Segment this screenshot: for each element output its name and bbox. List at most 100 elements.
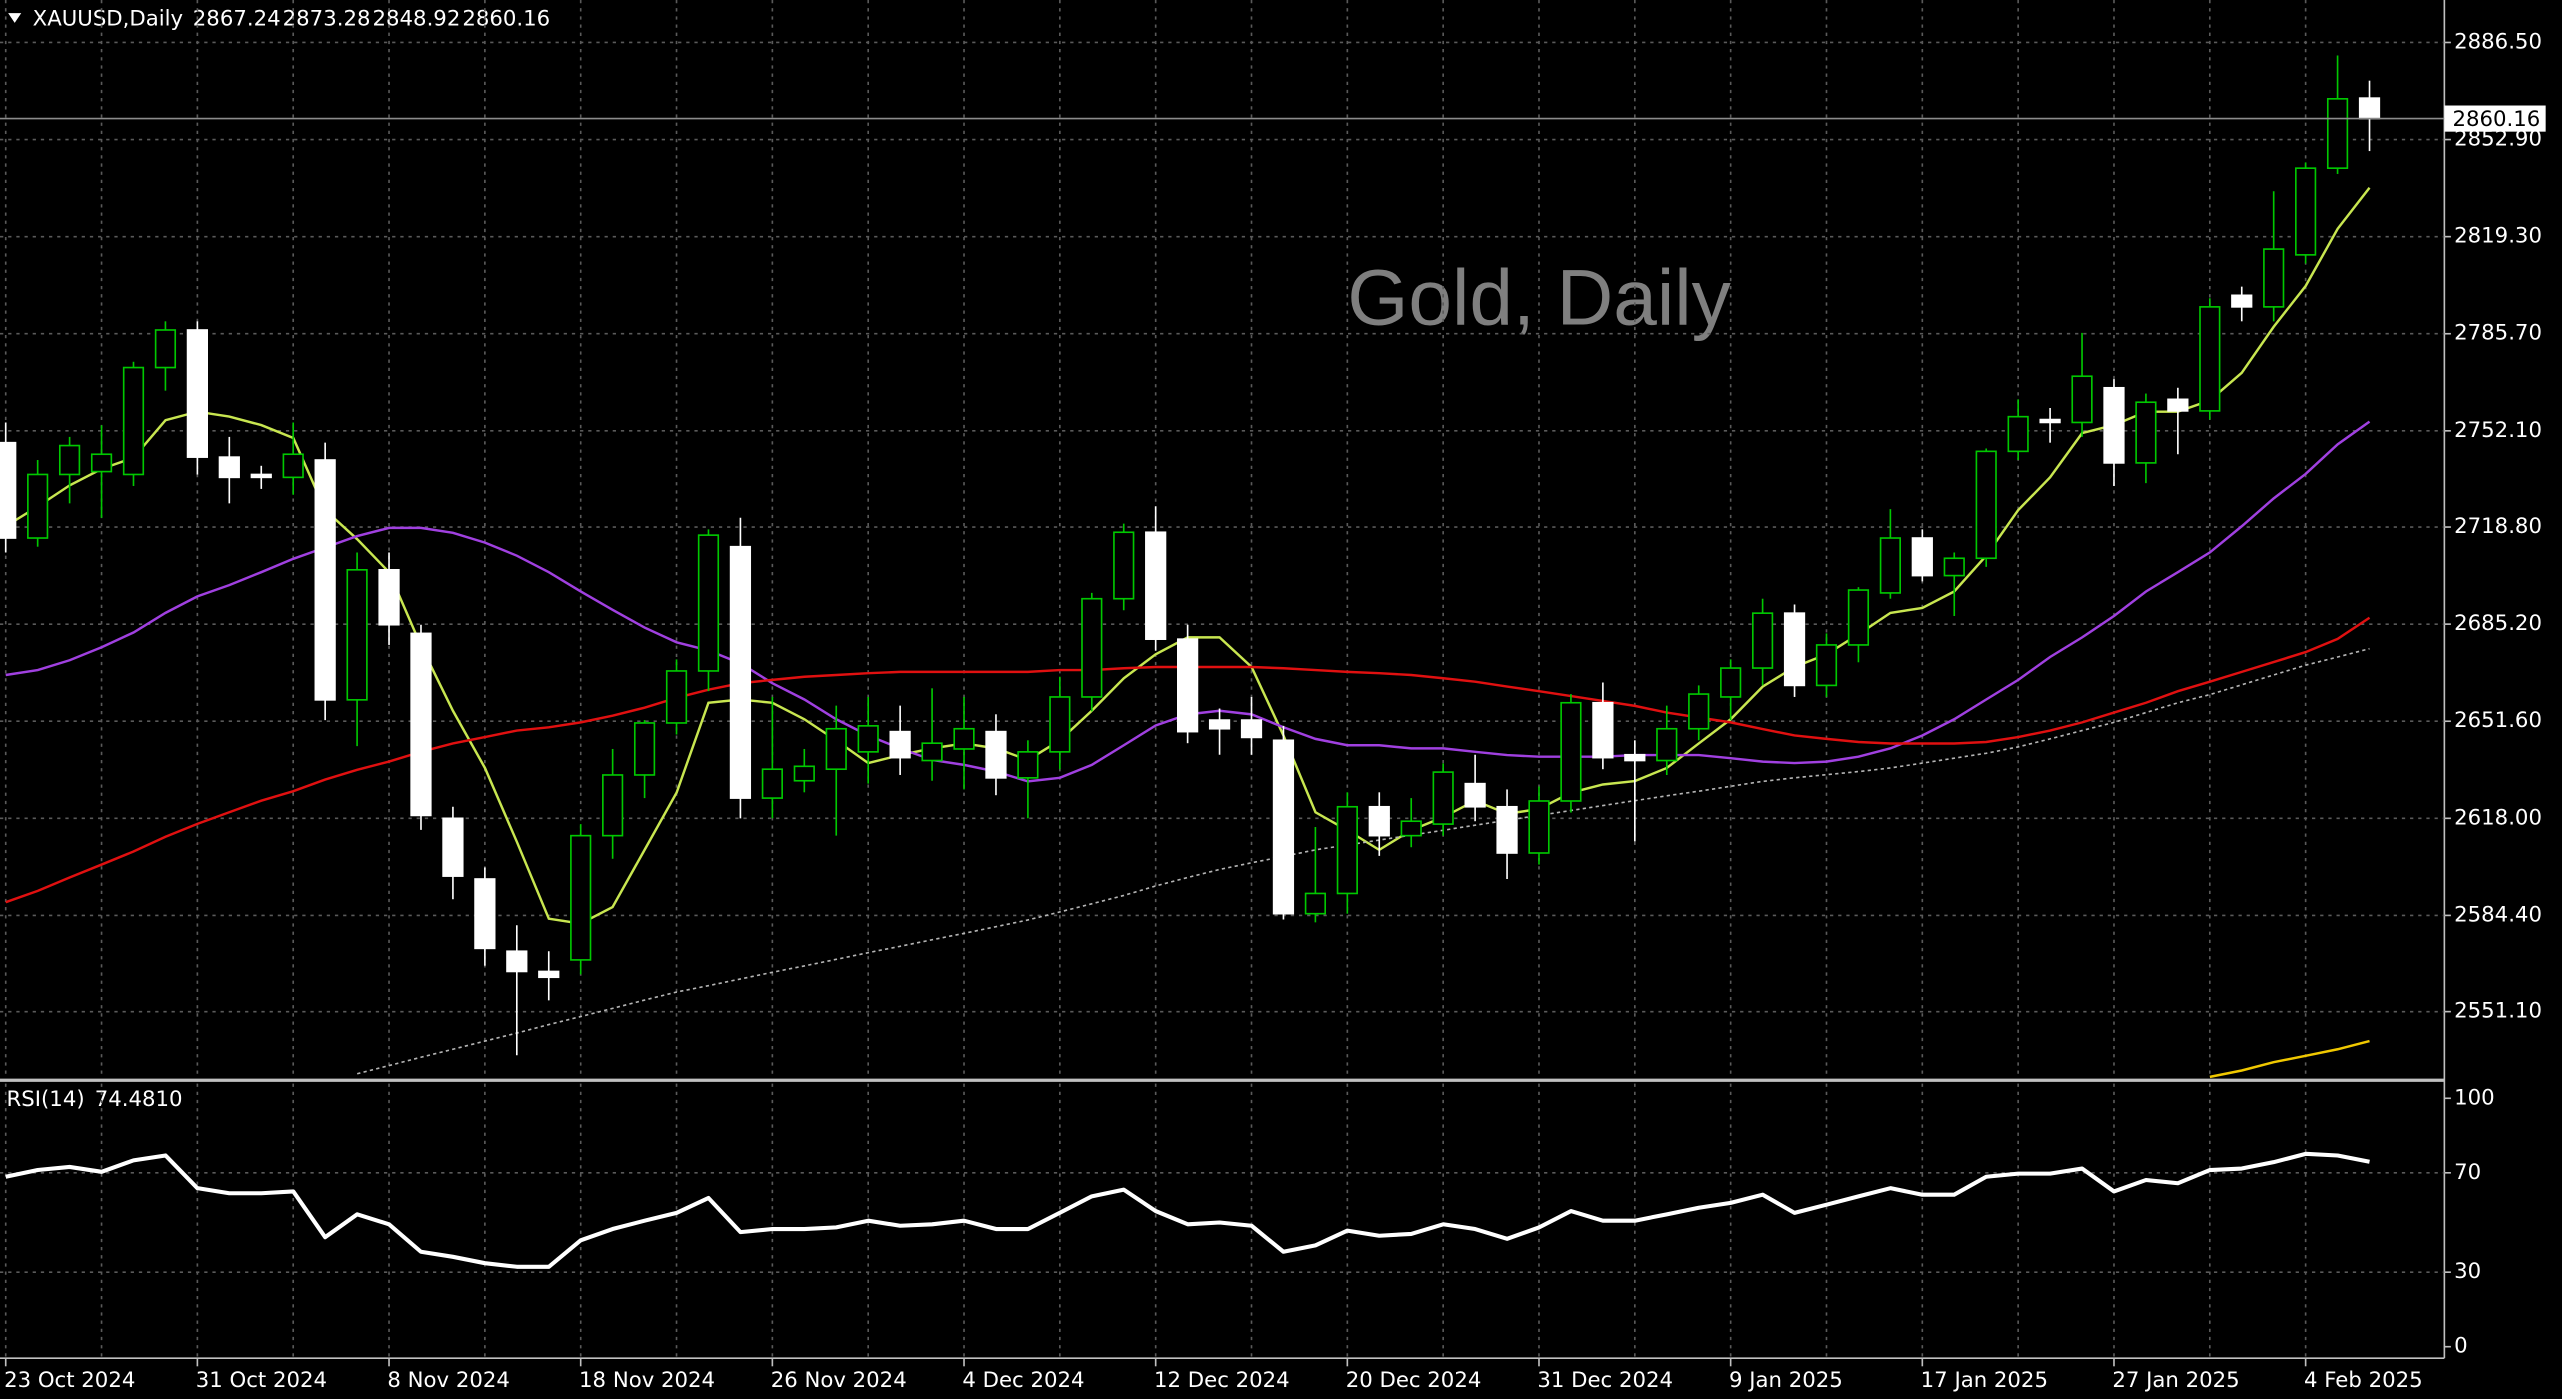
candle-body xyxy=(2135,401,2157,464)
x-tick-label: 23 Oct 2024 xyxy=(4,1368,135,1393)
candle-body xyxy=(602,774,624,837)
rsi-title: RSI(14) xyxy=(7,1087,85,1112)
candle-body xyxy=(218,456,240,479)
candle-body xyxy=(2167,398,2189,412)
candle-body xyxy=(889,730,911,759)
y-tick-label: 2785.70 xyxy=(2454,321,2542,346)
moving-average xyxy=(2209,1039,2370,1079)
rsi-tick-label: 30 xyxy=(2454,1259,2481,1284)
candle-body xyxy=(633,722,656,776)
y-tick-label: 2584.40 xyxy=(2454,902,2542,927)
candle-body xyxy=(2007,415,2029,453)
y-tick-label: 2551.10 xyxy=(2454,999,2542,1024)
candle-body xyxy=(1177,638,1199,733)
candle-body xyxy=(761,768,783,799)
x-tick-label: 26 Nov 2024 xyxy=(771,1368,907,1393)
candle-body xyxy=(2103,386,2125,464)
candle-body xyxy=(729,545,752,799)
candle-body xyxy=(186,329,208,458)
candle-body xyxy=(857,725,879,753)
x-tick-label: 27 Jan 2025 xyxy=(2112,1368,2239,1393)
x-tick-label: 20 Dec 2024 xyxy=(1346,1368,1482,1393)
candle-body xyxy=(1272,739,1295,915)
menu-triangle[interactable] xyxy=(8,13,22,23)
rsi-current: 74.4810 xyxy=(95,1087,183,1112)
low-label: 2848.92 xyxy=(373,7,461,32)
y-tick-label: 2651.60 xyxy=(2454,708,2542,733)
candle-body xyxy=(1720,667,1742,698)
candle-body xyxy=(1943,557,1965,577)
rsi-tick-label: 100 xyxy=(2454,1085,2495,1110)
y-tick-label: 2886.50 xyxy=(2454,29,2542,54)
candle-body xyxy=(314,459,336,701)
candle-body xyxy=(58,444,81,476)
candle-body xyxy=(1049,696,1071,753)
x-tick-label: 4 Feb 2025 xyxy=(2304,1368,2423,1393)
x-tick-label: 9 Jan 2025 xyxy=(1729,1368,1843,1393)
candle-body xyxy=(474,878,496,950)
candle-body xyxy=(1432,771,1454,825)
candle-body xyxy=(378,569,400,626)
candle-body xyxy=(27,473,49,539)
symbol-label: XAUUSD,Daily xyxy=(33,7,183,32)
candle-body xyxy=(250,473,272,479)
candle-body xyxy=(410,632,432,817)
candle-body xyxy=(122,366,145,476)
y-tick-label: 2718.80 xyxy=(2454,514,2542,539)
current-price-box xyxy=(2444,105,2546,132)
candle-body xyxy=(2326,98,2349,169)
candle-body xyxy=(953,727,975,750)
y-tick-label: 2685.20 xyxy=(2454,611,2542,636)
candle-body xyxy=(665,670,688,724)
candle-body xyxy=(346,569,368,701)
candle-body xyxy=(1208,719,1231,730)
candle-body xyxy=(921,742,943,762)
candle-body xyxy=(793,765,815,782)
candle-body xyxy=(697,534,720,672)
candle-body xyxy=(1464,782,1486,808)
y-tick-label: 2819.30 xyxy=(2454,224,2542,249)
candle-body xyxy=(1017,751,1039,779)
candle-body xyxy=(1528,800,1550,854)
rsi-tick-label: 0 xyxy=(2454,1334,2468,1359)
open-label: 2867.24 xyxy=(193,7,281,32)
candle-body xyxy=(1081,597,1103,698)
current-price-label: 2860.16 xyxy=(2453,107,2541,132)
candle-body xyxy=(1815,644,1838,687)
candle-body xyxy=(442,817,464,877)
candle-body xyxy=(1240,719,1263,739)
close-label: 2860.16 xyxy=(462,7,550,32)
candle-body xyxy=(1496,805,1518,854)
y-tick-label: 2752.10 xyxy=(2454,418,2542,443)
candle-body xyxy=(2358,97,2381,120)
x-tick-label: 8 Nov 2024 xyxy=(387,1368,509,1393)
candle-body xyxy=(2071,375,2093,424)
candle-body xyxy=(1975,450,1997,560)
candle-body xyxy=(2199,306,2221,412)
candle-body xyxy=(1336,805,1358,895)
moving-average xyxy=(356,647,2370,1075)
rsi-tick-label: 70 xyxy=(2454,1160,2481,1185)
x-tick-label: 31 Oct 2024 xyxy=(196,1368,327,1393)
x-tick-label: 18 Nov 2024 xyxy=(579,1368,715,1393)
y-tick-label: 2618.00 xyxy=(2454,805,2542,830)
candle-body xyxy=(1911,537,1933,577)
candle-body xyxy=(1592,701,1614,759)
candle-body xyxy=(2231,294,2253,308)
candle-body xyxy=(1145,531,1167,640)
candle-body xyxy=(506,950,528,973)
candle-body xyxy=(1656,727,1678,762)
candle-body xyxy=(1113,531,1135,600)
candle-body xyxy=(1879,537,1901,594)
x-tick-label: 31 Dec 2024 xyxy=(1537,1368,1673,1393)
high-label: 2873.28 xyxy=(283,7,371,32)
x-tick-label: 12 Dec 2024 xyxy=(1154,1368,1290,1393)
candle-body xyxy=(2263,248,2285,308)
x-tick-label: 4 Dec 2024 xyxy=(962,1368,1084,1393)
candle-body xyxy=(1368,805,1390,837)
candle-body xyxy=(1688,693,1710,730)
candle-body xyxy=(538,970,560,979)
candle-body xyxy=(1560,701,1582,802)
candle-body xyxy=(282,453,304,479)
